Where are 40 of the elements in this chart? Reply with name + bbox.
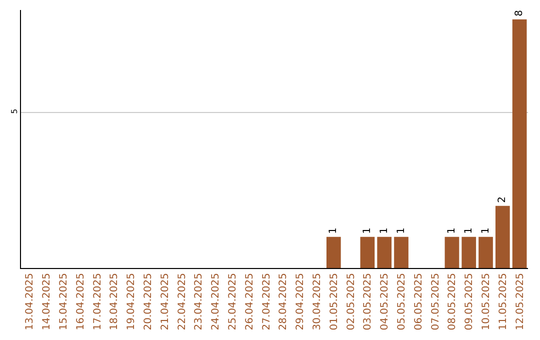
- data-label: 1: [378, 228, 390, 234]
- data-label: 8: [514, 10, 526, 16]
- data-label: 1: [480, 228, 492, 234]
- x-tick-label: 13.04.2025: [24, 273, 36, 330]
- x-tick-label: 02.05.2025: [346, 273, 357, 330]
- data-label: 1: [446, 228, 458, 234]
- x-tick-label: 07.05.2025: [430, 273, 442, 330]
- data-label: 2: [497, 196, 508, 203]
- x-tick-label: 20.04.2025: [143, 273, 154, 330]
- x-tick-label: 18.04.2025: [109, 273, 120, 330]
- x-tick-label: 05.05.2025: [396, 273, 408, 330]
- x-tick-label: 21.04.2025: [160, 273, 171, 330]
- x-tick-label: 22.04.2025: [176, 273, 188, 330]
- x-tick-label: 24.04.2025: [210, 273, 222, 330]
- y-tick-label: 5: [10, 108, 19, 114]
- x-tick-label: 12.05.2025: [514, 273, 526, 330]
- data-label: 1: [328, 228, 340, 234]
- x-tick-label: 01.05.2025: [328, 273, 340, 330]
- x-tick-label: 04.05.2025: [380, 273, 391, 330]
- x-tick-label: 26.04.2025: [244, 273, 256, 330]
- x-tick-label: 03.05.2025: [362, 273, 374, 330]
- x-tick-label: 11.05.2025: [498, 273, 509, 330]
- x-tick-label: 23.04.2025: [194, 273, 205, 330]
- x-tick-label: 08.05.2025: [447, 273, 458, 330]
- data-label: 1: [396, 228, 407, 234]
- x-tick-label: 30.04.2025: [312, 273, 323, 330]
- x-tick-label: 09.05.2025: [464, 273, 476, 330]
- x-tick-label: 27.04.2025: [261, 273, 272, 330]
- x-tick-label: 19.04.2025: [126, 273, 138, 330]
- x-tick-label: 25.04.2025: [228, 273, 238, 330]
- x-tick-label: 14.04.2025: [42, 273, 53, 330]
- x-tick-label: 15.04.2025: [58, 273, 70, 330]
- data-label: 1: [362, 228, 373, 234]
- data-label: 1: [463, 228, 474, 234]
- x-tick-label: 06.05.2025: [413, 273, 424, 330]
- x-tick-label: 17.04.2025: [92, 273, 104, 330]
- x-tick-label: 16.04.2025: [75, 273, 86, 330]
- x-tick-label: 10.05.2025: [481, 273, 492, 330]
- x-tick-label: 29.04.2025: [295, 273, 306, 330]
- x-tick-label: 28.04.2025: [278, 273, 290, 330]
